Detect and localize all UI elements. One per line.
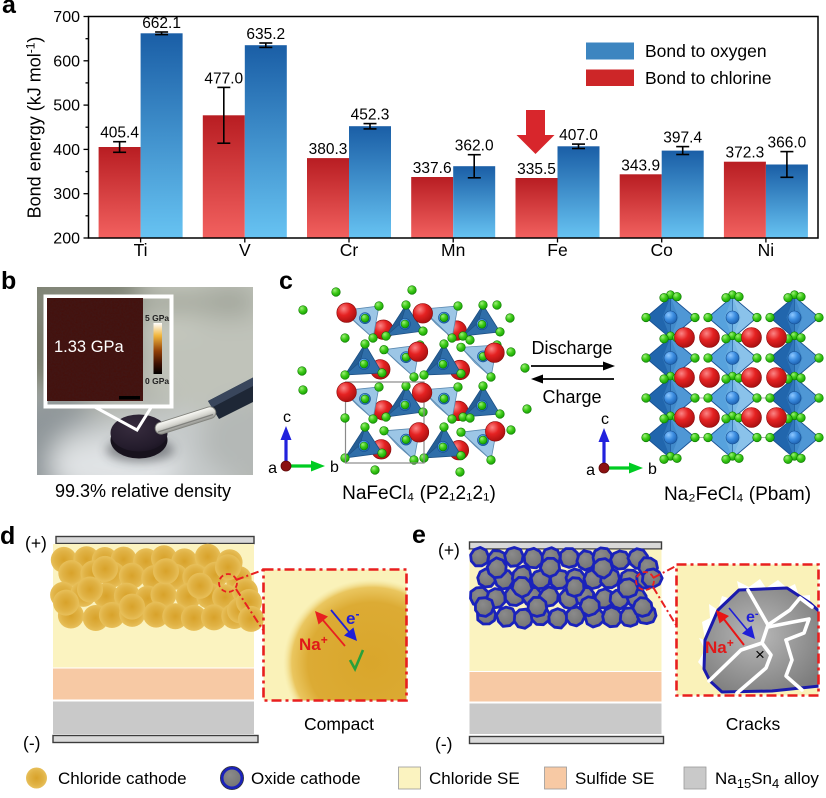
- svg-text:e: e: [412, 521, 426, 549]
- svg-text:337.6: 337.6: [413, 160, 452, 177]
- svg-text:Compact: Compact: [304, 714, 374, 734]
- svg-text:Charge: Charge: [542, 387, 601, 407]
- svg-text:c: c: [279, 267, 293, 295]
- svg-text:99.3% relative density: 99.3% relative density: [55, 481, 231, 501]
- svg-text:500: 500: [53, 98, 80, 115]
- svg-text:477.0: 477.0: [204, 70, 243, 87]
- svg-text:(-): (-): [435, 734, 452, 754]
- svg-text:405.4: 405.4: [100, 125, 139, 142]
- svg-text:NaFeCl₄ (P2₁2₁2₁): NaFeCl₄ (P2₁2₁2₁): [342, 483, 496, 504]
- svg-text:380.3: 380.3: [309, 141, 348, 158]
- svg-text:Sulfide SE: Sulfide SE: [575, 769, 654, 788]
- svg-text:Chloride SE: Chloride SE: [429, 769, 520, 788]
- svg-text:Cr: Cr: [340, 240, 359, 260]
- svg-text:a: a: [268, 460, 277, 477]
- svg-text:Oxide cathode: Oxide cathode: [251, 769, 361, 788]
- svg-text:635.2: 635.2: [246, 26, 285, 43]
- svg-text:372.3: 372.3: [726, 145, 765, 162]
- svg-text:Bond energy (kJ mol-1): Bond energy (kJ mol-1): [24, 37, 45, 219]
- svg-text:200: 200: [53, 231, 80, 248]
- svg-text:×: ×: [755, 645, 765, 664]
- svg-text:Co: Co: [651, 240, 673, 260]
- svg-text:a: a: [2, 0, 17, 19]
- svg-text:b: b: [1, 267, 16, 295]
- svg-text:(+): (+): [25, 533, 47, 553]
- svg-text:a: a: [586, 462, 595, 479]
- svg-text:662.1: 662.1: [142, 15, 181, 32]
- svg-text:335.5: 335.5: [517, 161, 556, 178]
- svg-text:d: d: [0, 522, 15, 550]
- svg-text:700: 700: [53, 9, 80, 26]
- svg-text:Ti: Ti: [134, 240, 148, 260]
- svg-text:407.0: 407.0: [559, 127, 598, 144]
- svg-text:Na+: Na+: [299, 633, 328, 654]
- svg-text:397.4: 397.4: [663, 130, 702, 147]
- svg-text:300: 300: [53, 186, 80, 203]
- svg-text:Na₂FeCl₄ (Pbam): Na₂FeCl₄ (Pbam): [664, 484, 811, 505]
- svg-text:Mn: Mn: [441, 240, 465, 260]
- svg-text:V: V: [239, 240, 251, 260]
- svg-text:Na+: Na+: [705, 636, 734, 657]
- svg-text:(-): (-): [23, 733, 40, 753]
- svg-text:366.0: 366.0: [768, 135, 807, 152]
- svg-text:400: 400: [53, 142, 80, 159]
- svg-text:Fe: Fe: [547, 240, 567, 260]
- svg-text:0 GPa: 0 GPa: [145, 376, 169, 386]
- svg-text:Bond to chlorine: Bond to chlorine: [645, 68, 771, 88]
- svg-text:Discharge: Discharge: [531, 338, 612, 358]
- svg-text:b: b: [330, 459, 339, 476]
- svg-text:452.3: 452.3: [351, 107, 390, 124]
- svg-text:5 GPa: 5 GPa: [145, 313, 169, 323]
- svg-text:Na15Sn4 alloy: Na15Sn4 alloy: [715, 769, 819, 791]
- svg-text:Bond to oxygen: Bond to oxygen: [645, 41, 767, 61]
- svg-text:362.0: 362.0: [455, 138, 494, 155]
- svg-text:c: c: [283, 409, 291, 426]
- svg-text:343.9: 343.9: [621, 157, 660, 174]
- svg-text:600: 600: [53, 53, 80, 70]
- svg-text:c: c: [601, 411, 609, 428]
- svg-text:Chloride cathode: Chloride cathode: [58, 769, 187, 788]
- svg-text:1.33 GPa: 1.33 GPa: [54, 338, 125, 356]
- svg-text:Ni: Ni: [758, 240, 775, 260]
- svg-text:b: b: [648, 461, 657, 478]
- svg-text:(+): (+): [438, 540, 460, 560]
- svg-text:Cracks: Cracks: [726, 714, 781, 734]
